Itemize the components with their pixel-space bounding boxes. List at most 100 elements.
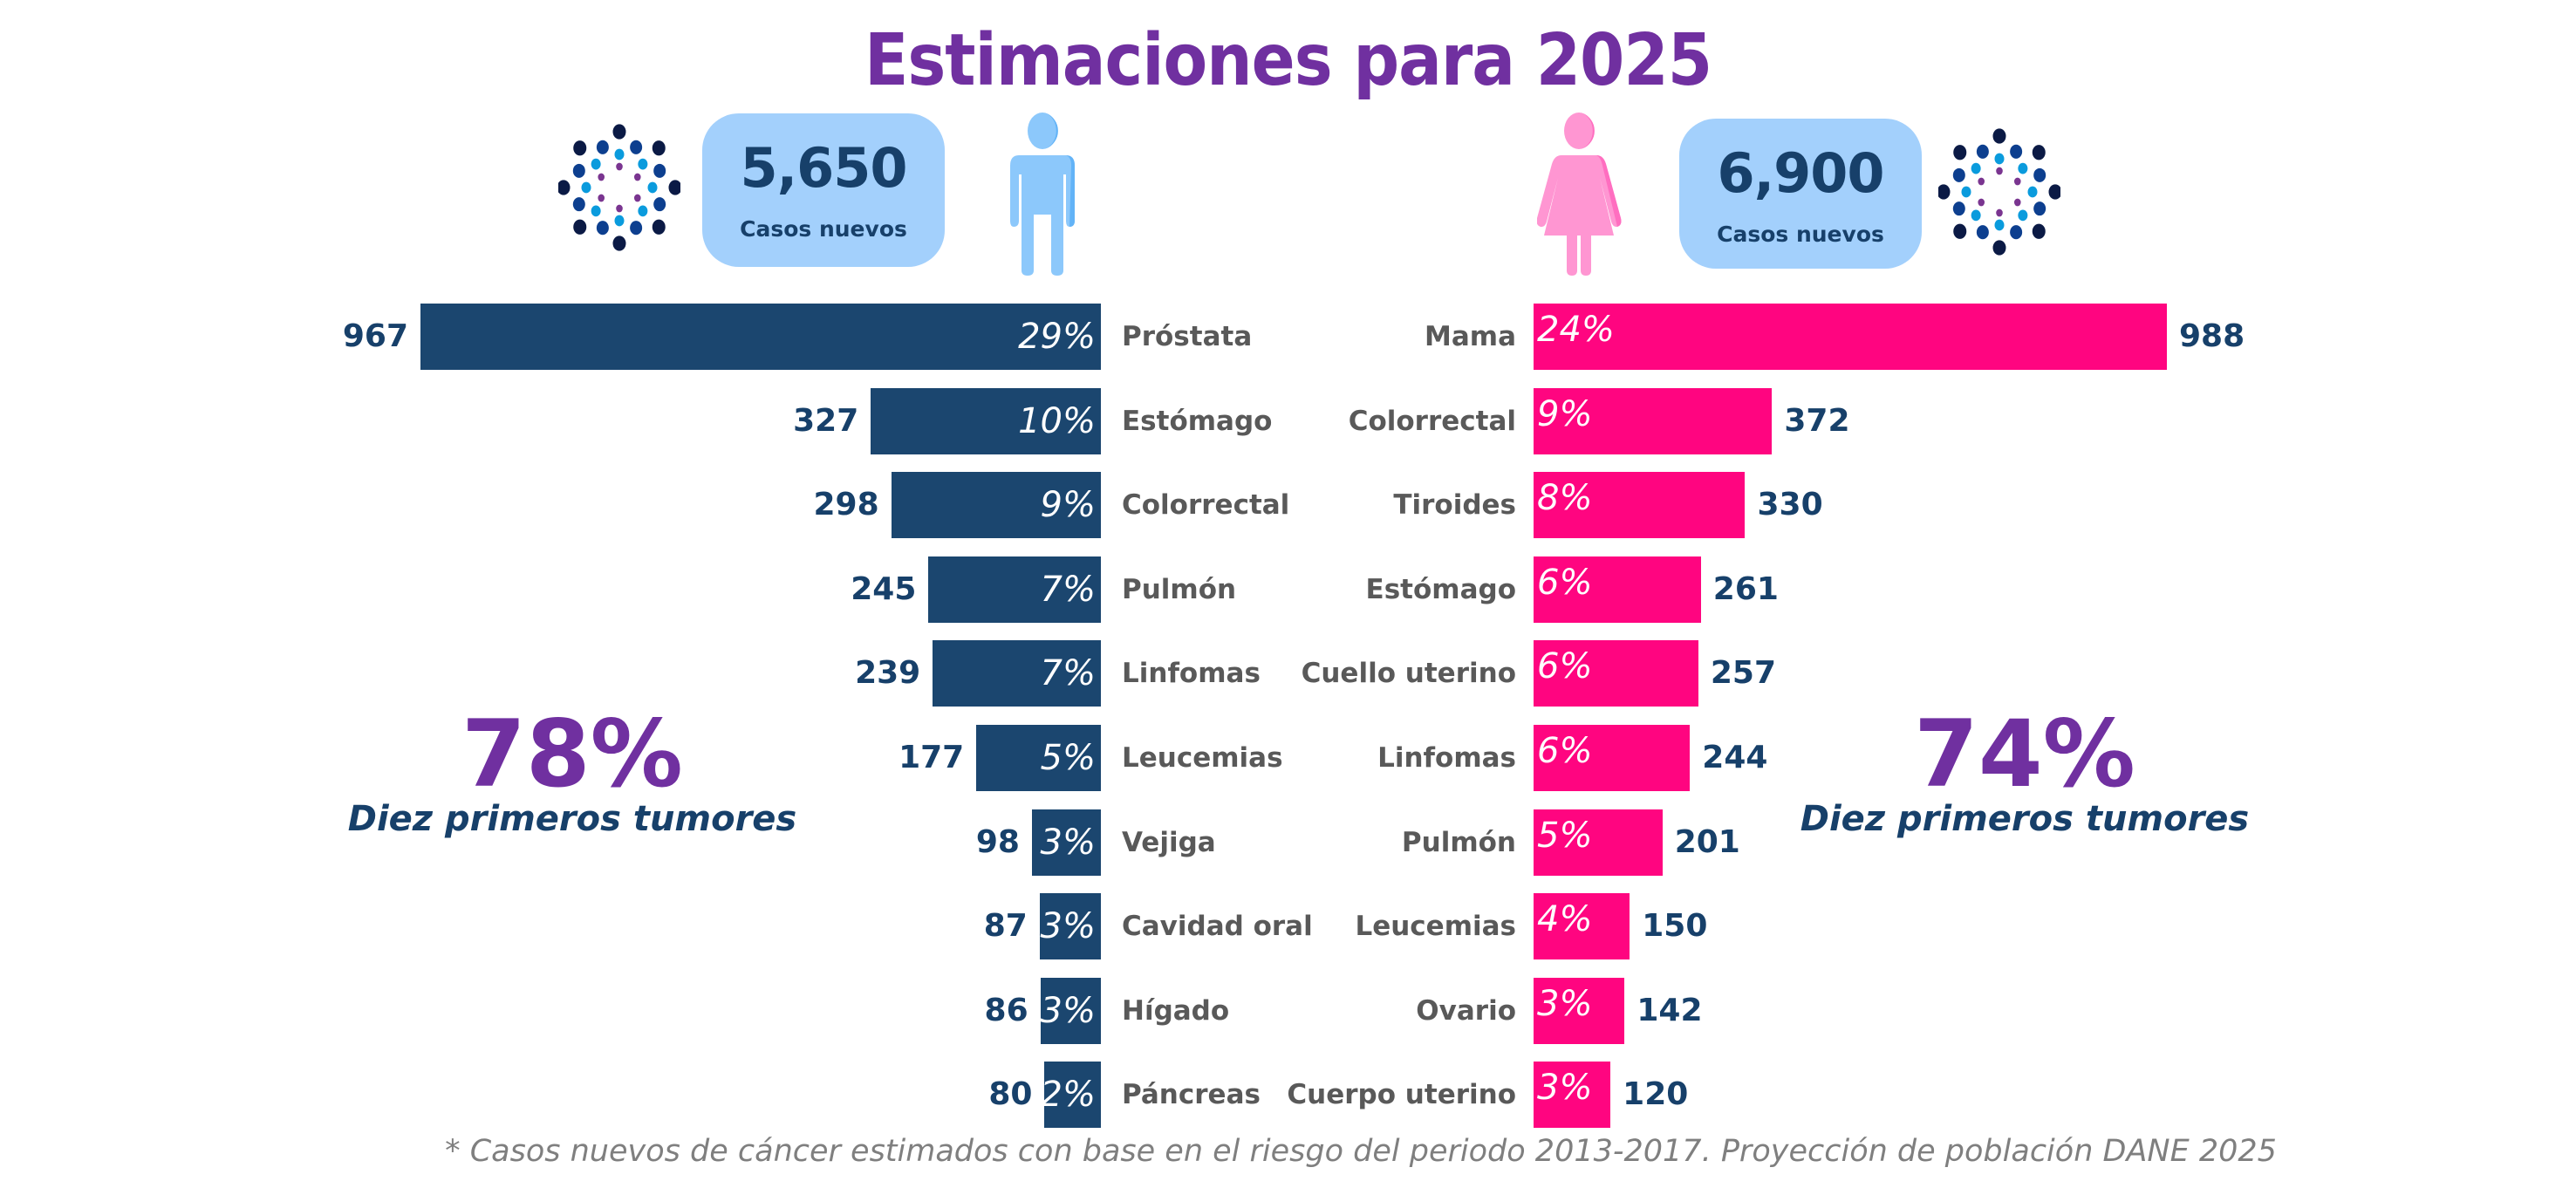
female-bar-chart: 24% 988 Mama 9% 372 Colorrectal 8% 330 Tiroides 6… (1287, 0, 2576, 1134)
bar-value-label: 257 (1710, 655, 1776, 692)
bar-percent-label: 2% (1040, 1075, 1096, 1116)
burst-dot (1938, 184, 1951, 200)
dot-burst-icon (558, 124, 680, 251)
bar-value-label: 327 (793, 402, 859, 439)
bar-female: 6% (1534, 640, 1698, 707)
bar-value-label: 86 (984, 992, 1028, 1028)
bar-percent-label: 6% (1537, 562, 1593, 603)
burst-dot (572, 163, 585, 178)
burst-dot (1992, 128, 2006, 144)
bar-percent-label: 5% (1040, 738, 1096, 778)
bar-male: 9% (891, 472, 1101, 539)
burst-dot (1996, 208, 2003, 217)
bar-female: 4% (1534, 893, 1630, 960)
burst-dot (1976, 144, 1989, 159)
bar-male: 7% (933, 640, 1101, 707)
burst-dot (596, 140, 609, 154)
burst-dot (598, 194, 605, 202)
burst-dot (653, 197, 666, 212)
burst-dot (616, 204, 623, 213)
burst-dot (612, 124, 626, 140)
burst-dot (1952, 201, 1965, 216)
bar-percent-label: 6% (1537, 646, 1593, 687)
dot-burst-icon (1938, 128, 2060, 256)
burst-dot (2033, 201, 2046, 216)
burst-dot (1952, 167, 1965, 182)
category-label: Linfomas (1122, 658, 1261, 690)
burst-dot (638, 158, 648, 170)
burst-dot (2032, 145, 2046, 160)
bar-percent-label: 29% (1018, 317, 1096, 357)
burst-dot (2032, 223, 2046, 239)
bar-female: 6% (1534, 556, 1701, 623)
category-label: Estómago (1365, 573, 1516, 605)
bar-value-label: 87 (983, 908, 1028, 945)
burst-dot (2033, 167, 2046, 182)
bar-value-label: 98 (975, 823, 1020, 860)
male-figure-icon (1010, 113, 1075, 276)
male-cases-value: 5,650 (740, 136, 907, 200)
burst-dot (598, 173, 605, 181)
burst-dot (638, 205, 648, 217)
bar-value-label: 150 (1642, 908, 1708, 945)
bar-value-label: 330 (1757, 487, 1823, 523)
burst-dot (616, 162, 623, 171)
burst-dot (614, 148, 625, 160)
bar-female: 3% (1534, 1062, 1611, 1129)
burst-dot (668, 180, 680, 195)
burst-dot (1992, 240, 2006, 256)
burst-dot (633, 173, 641, 181)
burst-dot (647, 181, 658, 194)
bar-female: 8% (1534, 472, 1746, 539)
bar-percent-label: 7% (1040, 569, 1096, 610)
burst-dot (1971, 209, 1981, 222)
category-label: Tiroides (1393, 489, 1516, 522)
category-label: Mama (1425, 321, 1516, 352)
bar-value-label: 239 (855, 655, 921, 692)
category-label: Colorrectal (1348, 405, 1516, 437)
bar-percent-label: 6% (1537, 731, 1593, 771)
bar-male: 2% (1040, 1062, 1101, 1129)
bar-value-label: 142 (1636, 992, 1703, 1028)
bar-value-label: 120 (1623, 1076, 1689, 1113)
burst-dot (1994, 219, 2005, 231)
footnote: * Casos nuevos de cáncer estimados con b… (445, 1134, 2277, 1169)
bar-female: 9% (1534, 387, 1773, 454)
burst-dot (2010, 225, 2023, 240)
category-label: Cuello uterino (1301, 658, 1516, 690)
bar-female: 6% (1534, 725, 1691, 791)
burst-dot (591, 158, 601, 170)
bar-value-label: 244 (1702, 740, 1768, 775)
bar-value-label: 967 (342, 318, 408, 354)
category-label: Páncreas (1122, 1079, 1261, 1111)
bar-percent-label: 9% (1537, 393, 1593, 434)
male-bar-chart: 29% 967 Próstata 10% 327 Estómago 9% 298 Colorre… (0, 0, 1313, 1134)
burst-dot (2027, 186, 2038, 198)
bar-female: 5% (1534, 809, 1663, 876)
category-label: Próstata (1122, 321, 1253, 352)
bar-percent-label: 7% (1040, 653, 1096, 694)
female-top-share: 74% (1914, 700, 2135, 808)
bar-male: 7% (928, 556, 1101, 623)
female-cases-box: 6,900 Casos nuevos (1679, 119, 1922, 269)
female-top-share-label: Diez primeros tumores (1800, 799, 2250, 839)
bar-percent-label: 9% (1040, 485, 1096, 526)
burst-dot (573, 140, 587, 156)
bar-percent-label: 3% (1537, 983, 1593, 1024)
bar-percent-label: 24% (1537, 310, 1615, 350)
bar-value-label: 201 (1674, 823, 1740, 860)
bar-percent-label: 4% (1537, 899, 1593, 940)
burst-dot (1971, 162, 1981, 174)
category-label: Ovario (1416, 994, 1516, 1027)
burst-dot (1961, 186, 1971, 198)
burst-dot (581, 181, 591, 194)
category-label: Cuerpo uterino (1287, 1079, 1516, 1111)
bar-value-label: 988 (2179, 318, 2245, 354)
burst-dot (1978, 177, 1985, 186)
burst-dot (653, 163, 666, 178)
category-label: Hígado (1122, 994, 1230, 1027)
burst-dot (2013, 177, 2021, 186)
bar-percent-label: 10% (1018, 400, 1096, 441)
male-top-share-label: Diez primeros tumores (347, 799, 797, 839)
bar-value-label: 298 (813, 487, 879, 523)
